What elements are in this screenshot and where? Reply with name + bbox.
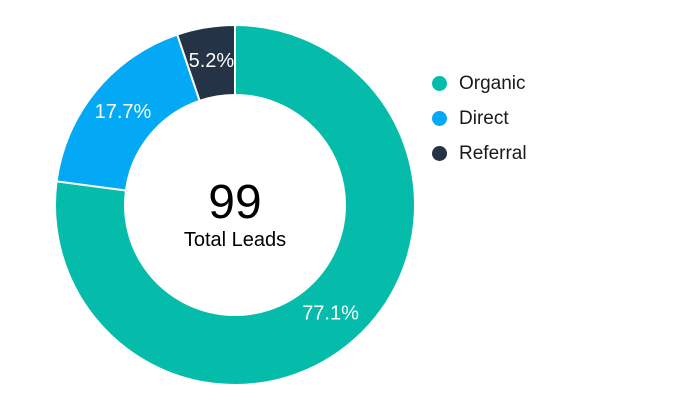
legend-item-referral[interactable]: Referral — [432, 136, 632, 171]
donut-slice-referral[interactable] — [175, 23, 236, 103]
legend-swatch-icon — [432, 76, 447, 91]
slice-labels-group: 77.1% 17.7% 5.2% — [95, 50, 359, 324]
legend-label: Referral — [459, 142, 527, 164]
center-total-label: Total Leads — [184, 229, 286, 251]
slice-value-label-organic: 77.1% — [302, 302, 359, 324]
slice-value-label-referral: 5.2% — [189, 50, 235, 72]
legend-swatch-icon — [432, 111, 447, 126]
legend-label: Direct — [459, 107, 509, 129]
slices-group — [54, 23, 416, 386]
legend-item-direct[interactable]: Direct — [432, 101, 632, 136]
slice-value-label-direct: 17.7% — [95, 101, 152, 123]
legend-item-organic[interactable]: Organic — [432, 66, 632, 101]
donut-slice-organic[interactable] — [54, 23, 416, 386]
chart-legend: Organic Direct Referral — [432, 66, 632, 171]
legend-label: Organic — [459, 72, 526, 94]
legend-swatch-icon — [432, 146, 447, 161]
center-total-value: 99 — [208, 176, 261, 229]
